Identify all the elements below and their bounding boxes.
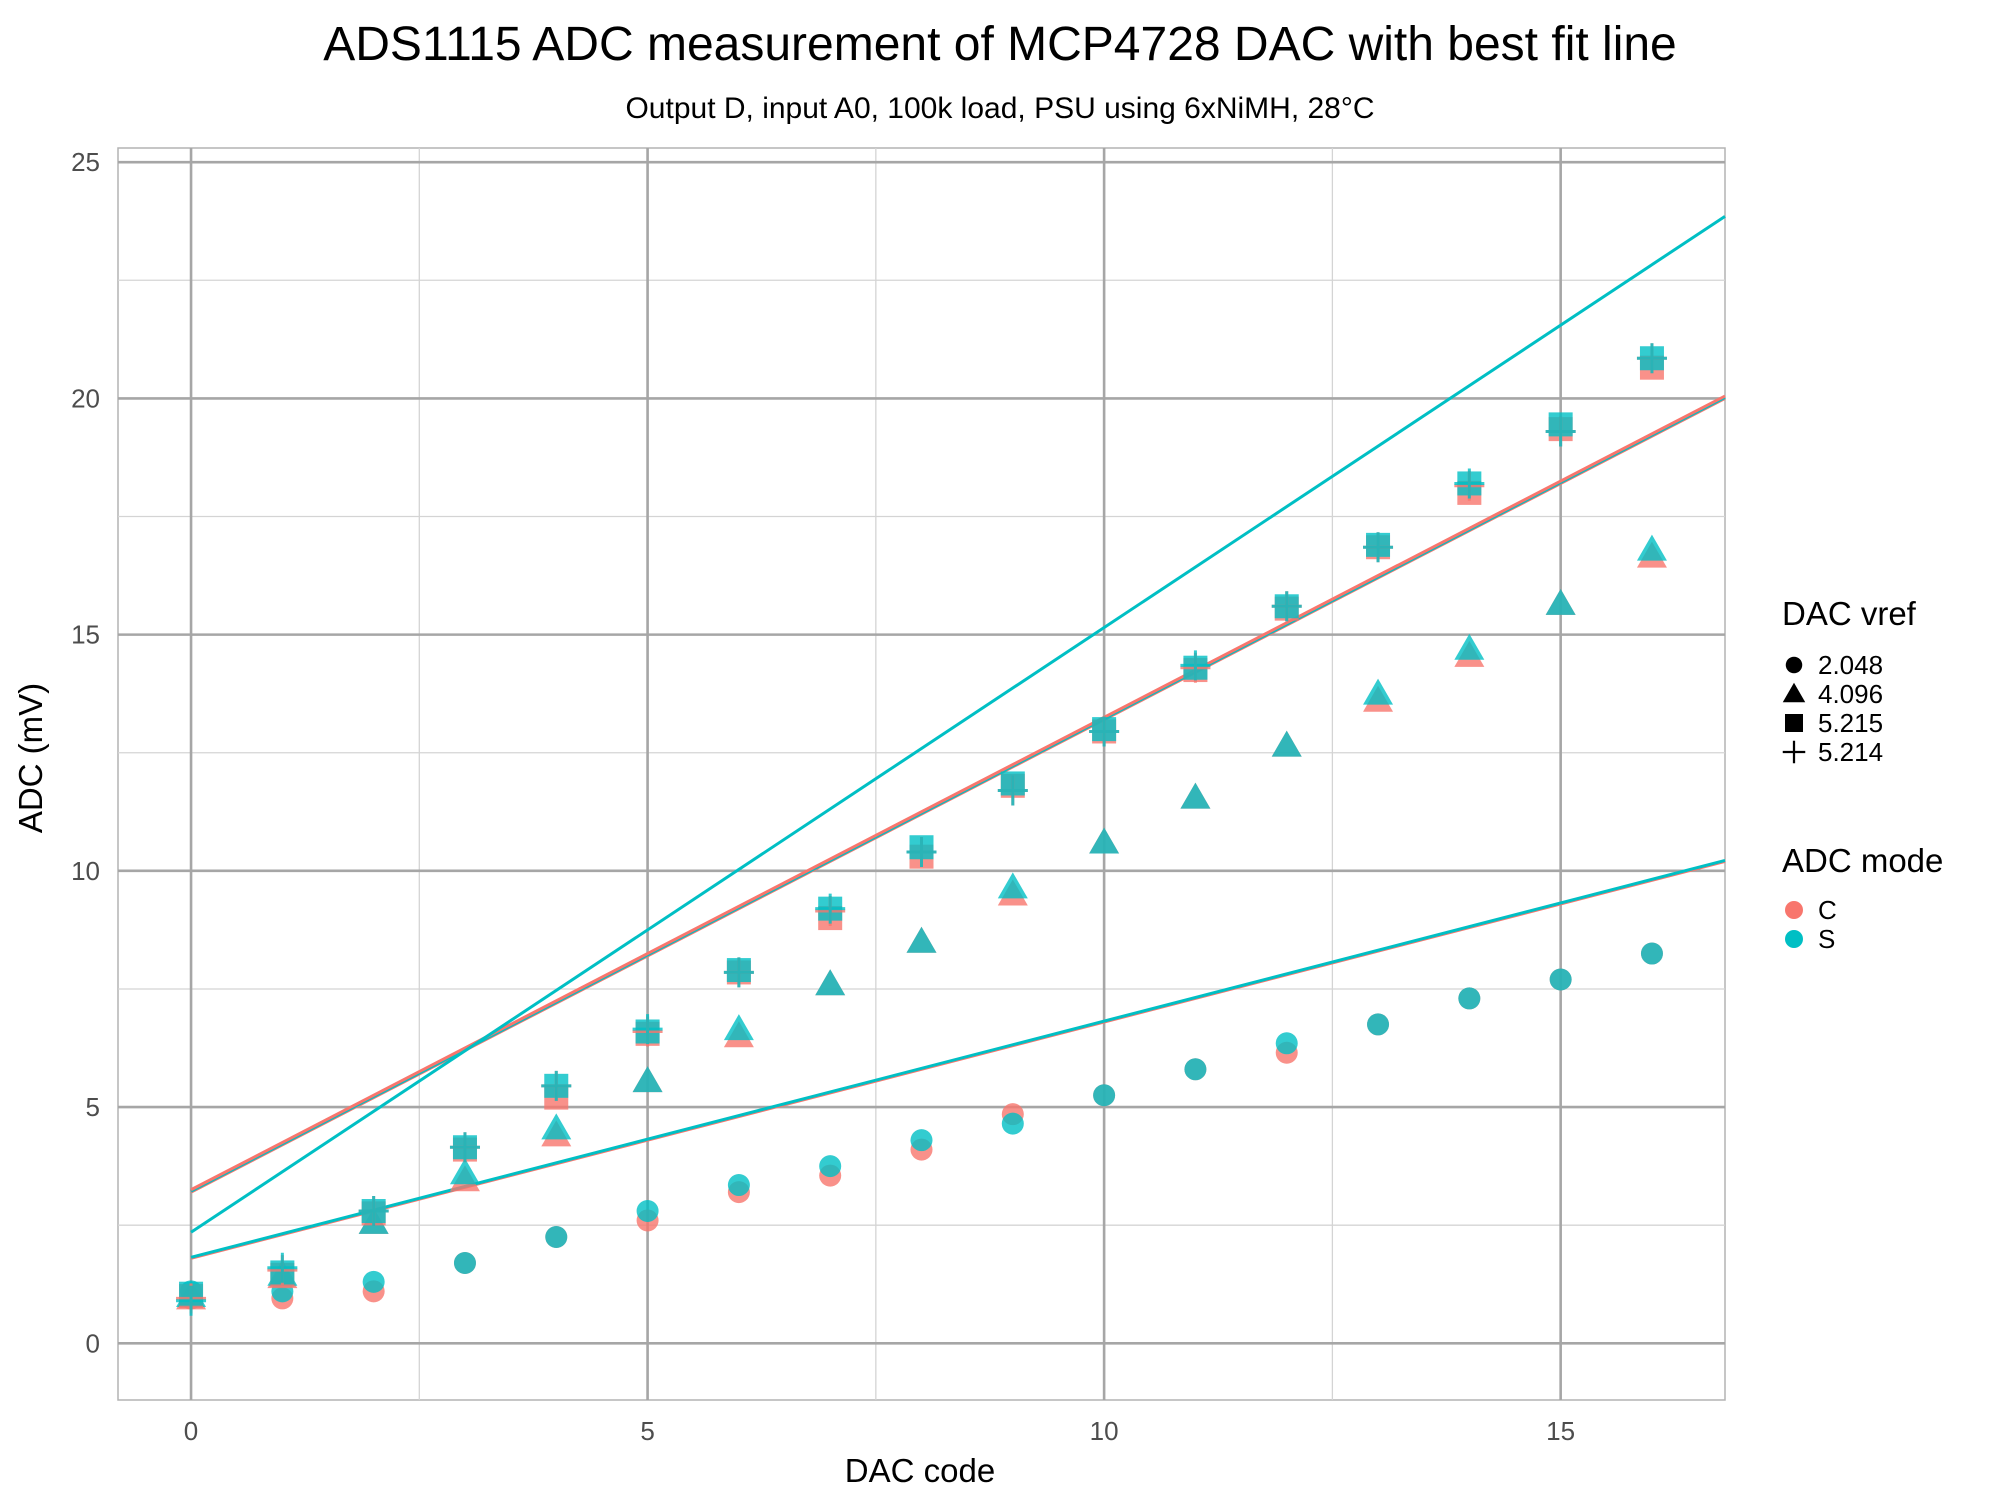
fit-line [190,859,1726,1259]
y-tick-label: 0 [86,1328,100,1358]
data-point-circle [1093,1084,1116,1107]
y-tick-label: 5 [86,1092,100,1122]
data-point-triangle [1180,782,1211,809]
data-point-triangle [723,1014,754,1041]
data-point-circle [545,1226,568,1249]
data-point-circle [910,1129,933,1152]
data-point-plus [449,1132,480,1163]
data-point-circle [1640,942,1663,965]
data-point-plus [906,836,937,867]
data-point-circle [1001,1112,1024,1135]
legend-marker-circle-icon [1785,901,1803,919]
data-point-triangle [815,969,846,996]
data-point-plus [176,1285,207,1316]
data-point-triangle [1454,633,1485,660]
legend-key-square [1785,714,1803,732]
y-tick-label: 15 [71,620,100,650]
data-point-plus [1180,650,1211,681]
legend-marker-circle-icon [1785,656,1803,674]
fit-line [190,215,1726,1234]
data-point-plus [358,1196,389,1227]
data-point-plus [815,893,846,924]
data-point-plus [1545,416,1576,447]
x-tick-label: 5 [640,1416,654,1446]
data-point-plus [997,775,1028,806]
y-tick-label: 25 [71,147,100,177]
legend-marker-triangle-icon [1782,682,1806,703]
data-point-circle [453,1251,476,1274]
data-point-triangle [1545,588,1576,615]
data-point-plus [632,1014,663,1045]
data-point-triangle [1363,678,1394,705]
data-points [176,343,1667,1316]
x-axis-title: DAC code [845,1452,995,1489]
legend-label: 5.215 [1818,708,1883,738]
data-point-triangle [449,1158,480,1185]
data-point-plus [1271,591,1302,622]
legend-label: 4.096 [1818,679,1883,709]
data-point-plus [541,1070,572,1101]
x-tick-label: 10 [1090,1416,1119,1446]
data-point-triangle [1271,730,1302,757]
legend-marker-circle-icon [1785,930,1803,948]
fit-line [190,394,1726,1192]
data-point-triangle [1636,534,1667,561]
data-point-circle [636,1200,659,1223]
data-point-triangle [997,872,1028,899]
y-tick-label: 10 [71,856,100,886]
data-point-circle [727,1174,750,1197]
legend-key-triangle [1782,682,1806,703]
fit-lines [190,215,1726,1260]
legend-label: C [1818,895,1837,925]
data-point-circle [1275,1032,1298,1055]
legend-marker-plus-icon [1782,740,1806,764]
data-point-plus [1454,468,1485,499]
legend-label: 5.214 [1818,737,1883,767]
tick-labels: 0 5 10 15 0 5 10 15 20 25 [71,147,1575,1446]
data-point-triangle [1089,827,1120,854]
chart-title: ADS1115 ADC measurement of MCP4728 DAC w… [323,18,1677,71]
legend-label: 2.048 [1818,650,1883,680]
data-point-circle [819,1155,842,1178]
data-point-circle [1184,1058,1207,1081]
legend-label: S [1818,924,1835,954]
data-point-triangle [906,926,937,953]
y-tick-label: 20 [71,383,100,413]
chart-subtitle: Output D, input A0, 100k load, PSU using… [625,92,1374,125]
x-tick-label: 15 [1546,1416,1575,1446]
legend-key-circle [1785,656,1803,674]
data-point-plus [1636,343,1667,374]
x-tick-label: 0 [184,1416,198,1446]
data-point-circle [1458,987,1481,1010]
legend-title-adc-mode: ADC mode [1782,842,1943,879]
data-point-circle [362,1270,385,1293]
legend-marker-square-icon [1785,714,1803,732]
legend-key-plus [1782,740,1806,764]
data-point-triangle [632,1066,663,1093]
data-point-plus [1363,532,1394,563]
data-point-plus [267,1252,298,1283]
legend-title-dac-vref: DAC vref [1782,595,1917,632]
y-axis-title: ADC (mV) [12,683,49,833]
data-point-circle [1367,1013,1390,1036]
data-point-circle [1549,968,1572,991]
panel-border [117,147,1726,1401]
data-point-plus [1089,716,1120,747]
data-point-triangle [541,1113,572,1140]
data-point-plus [723,957,754,988]
